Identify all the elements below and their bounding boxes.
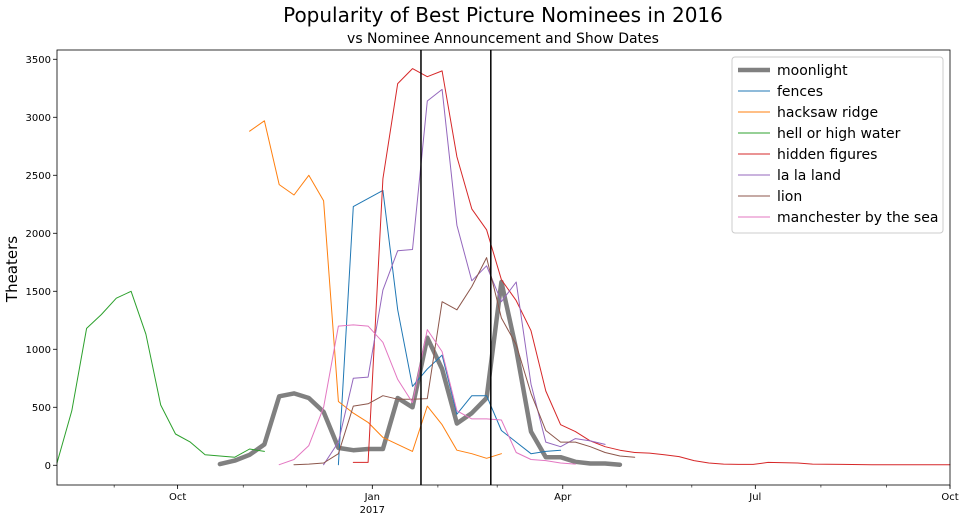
legend-label-4: hidden figures bbox=[777, 147, 877, 163]
legend-label-0: moonlight bbox=[777, 63, 848, 79]
y-tick-label-0: 0 bbox=[45, 461, 51, 472]
legend-label-7: manchester by the sea bbox=[777, 210, 938, 226]
series-line-1 bbox=[337, 189, 562, 466]
series-line-3 bbox=[56, 290, 265, 464]
legend-box bbox=[731, 56, 944, 234]
legend-label-6: lion bbox=[777, 189, 802, 205]
legend-label-1: fences bbox=[777, 84, 823, 100]
y-tick-label-3: 1500 bbox=[26, 287, 51, 298]
legend-label-3: hell or high water bbox=[777, 126, 901, 142]
axes: 0 500 1000 1500 2000 2500 3000 3500 Oct Jan 2017 Ap… bbox=[26, 49, 959, 516]
x-tick-sublabel-1: 2017 bbox=[360, 505, 385, 516]
x-tick-label-0: Oct bbox=[169, 492, 186, 503]
chart-subtitle: vs Nominee Announcement and Show Dates bbox=[347, 31, 659, 47]
y-tick-label-7: 3500 bbox=[26, 55, 51, 66]
y-tick-label-4: 2000 bbox=[26, 229, 51, 240]
series-line-5 bbox=[323, 88, 606, 466]
x-tick-label-4: Oct bbox=[941, 492, 958, 503]
series-group bbox=[56, 68, 951, 467]
legend-label-5: la la land bbox=[777, 168, 841, 184]
x-tick-label-3: Jul bbox=[748, 492, 761, 503]
plot-frame bbox=[56, 49, 951, 486]
series-line-7 bbox=[278, 324, 576, 466]
series-line-2 bbox=[249, 120, 502, 459]
chart-title: Popularity of Best Picture Nominees in 2… bbox=[283, 3, 723, 27]
y-tick-label-6: 3000 bbox=[26, 113, 51, 124]
legend: moonlight fences hacksaw ridge hell or high… bbox=[731, 56, 944, 234]
y-tick-label-2: 1000 bbox=[26, 345, 51, 356]
x-tick-label-2: Apr bbox=[554, 492, 572, 503]
series-line-4 bbox=[352, 68, 951, 466]
series-line-6 bbox=[293, 257, 636, 466]
event-lines bbox=[420, 50, 492, 485]
x-tick-label-1: Jan bbox=[364, 492, 380, 503]
y-tick-label-1: 500 bbox=[32, 403, 51, 414]
y-tick-label-5: 2500 bbox=[26, 171, 51, 182]
y-axis-label: Theaters bbox=[3, 236, 21, 303]
legend-label-2: hacksaw ridge bbox=[777, 105, 878, 121]
series-line-0 bbox=[217, 279, 623, 467]
